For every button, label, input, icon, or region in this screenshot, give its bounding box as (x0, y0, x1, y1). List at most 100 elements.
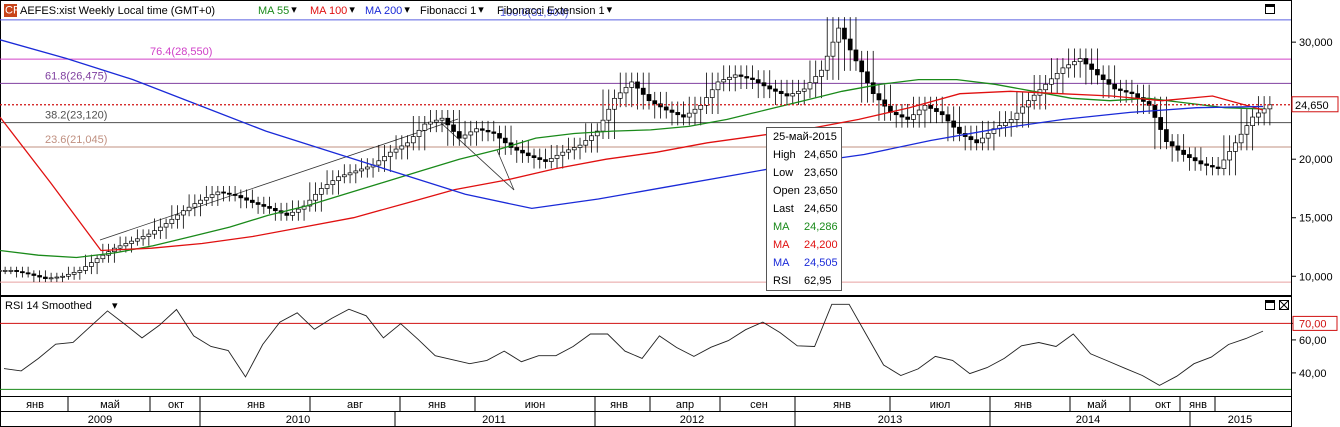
candle-body (451, 124, 456, 132)
legend-dropdown-4[interactable]: ▾ (607, 4, 613, 16)
legend-item-0[interactable]: MA 55 (258, 5, 289, 17)
candle-body (709, 89, 715, 98)
month-label: июл (930, 399, 951, 411)
fib-level-label: 61.8(26,475) (45, 70, 107, 82)
candle-body (715, 81, 721, 91)
candle-body (1238, 133, 1244, 144)
legend-dropdown-3[interactable]: ▾ (478, 4, 484, 16)
candle-body (600, 119, 606, 132)
candle-body (1250, 116, 1255, 126)
candle-body (1123, 90, 1129, 93)
candle-body (985, 133, 991, 139)
rsi-panel-dropdown[interactable]: ▾ (112, 300, 118, 312)
candle-body (629, 81, 635, 88)
candle-body (359, 168, 364, 172)
month-label: янв (1189, 399, 1207, 411)
candle-body (1072, 61, 1077, 66)
candle-body (8, 270, 14, 272)
ma200-line (0, 39, 1264, 210)
candle-body (347, 172, 353, 176)
candle-body (842, 27, 847, 40)
candle-body (152, 230, 157, 235)
tooltip-row: Low 23,650 (773, 167, 843, 181)
candle-body (353, 170, 359, 174)
candle-body (399, 145, 405, 150)
candle-body (456, 131, 462, 139)
rsi-tick-label: 40,00 (1299, 368, 1327, 380)
close-rsi-panel-button[interactable] (1279, 300, 1289, 310)
legend-item-4[interactable]: Fibonacci Extension 1 (497, 5, 605, 17)
candle-body (290, 211, 295, 216)
candle-body (807, 82, 813, 90)
candle-body (502, 137, 508, 144)
candle-body (865, 71, 870, 84)
chart-header: CFD AEFES:xist Weekly Local time (GMT+0)… (4, 4, 613, 17)
candle-body (497, 133, 502, 139)
candle-body (410, 136, 416, 144)
candle-body (543, 159, 548, 162)
candle-body (261, 204, 267, 207)
candle-body (767, 85, 773, 90)
fib-level-label: 23.6(21,045) (45, 134, 107, 146)
candle-body (20, 271, 25, 274)
candle-body (474, 128, 479, 133)
cfd-badge (4, 4, 17, 17)
candle-body (341, 174, 347, 178)
candle-body (71, 272, 77, 275)
last-price-tag: 24,650 (1291, 96, 1339, 113)
tooltip-key: Open (773, 185, 800, 197)
legend-dropdown-0[interactable]: ▾ (291, 4, 297, 16)
symbol-title[interactable]: AEFES:xist Weekly Local time (GMT+0) (20, 5, 215, 17)
candle-body (295, 208, 301, 213)
legend-item-2[interactable]: MA 200 (365, 5, 402, 17)
candle-body (796, 90, 801, 95)
candle-body (1083, 58, 1089, 65)
candle-body (1135, 93, 1141, 98)
candle-body (744, 76, 750, 79)
candle-body (882, 99, 888, 107)
rsi-tick-label: 60,00 (1299, 335, 1327, 347)
rsi-panel-title[interactable]: RSI 14 Smoothed (5, 300, 92, 312)
candle-body (876, 93, 882, 101)
tooltip-row: High 24,650 (773, 149, 843, 163)
month-label: май (100, 399, 120, 411)
candle-body (859, 60, 865, 73)
candle-body (1244, 125, 1250, 135)
candle-body (393, 148, 399, 153)
moving-averages (0, 39, 1264, 259)
candle-body (267, 206, 272, 209)
fib-trend-line-2 (439, 121, 515, 191)
candle-body (1169, 141, 1175, 147)
tooltip-value: 24,650 (804, 203, 838, 215)
candle-body (43, 276, 48, 279)
candle-body (830, 41, 836, 57)
tooltip-date: 25-май-2015 (773, 131, 837, 143)
candle-body (330, 180, 336, 185)
candle-body (790, 93, 796, 97)
tooltip-key: Last (773, 203, 794, 215)
candle-body (1215, 166, 1221, 169)
maximize-price-panel-button[interactable] (1265, 4, 1275, 14)
candle-body (1175, 145, 1181, 151)
candle-body (836, 27, 842, 43)
legend-item-1[interactable]: MA 100 (310, 5, 347, 17)
candle-body (635, 81, 640, 89)
legend-item-3[interactable]: Fibonacci 1 (420, 5, 476, 17)
legend-dropdown-1[interactable]: ▾ (349, 4, 355, 16)
candle-body (646, 94, 652, 102)
candle-body (934, 108, 939, 112)
candle-body (203, 197, 209, 201)
candle-body (945, 114, 951, 122)
candle-body (1031, 94, 1037, 102)
legend-dropdown-2[interactable]: ▾ (404, 4, 410, 16)
candle-body (1008, 119, 1014, 123)
maximize-rsi-panel-button[interactable] (1265, 300, 1275, 310)
fib-level-label: 76.4(28,550) (150, 46, 212, 58)
price-tick-label: 20,000 (1299, 154, 1333, 166)
candle-body (732, 74, 738, 78)
candle-body (1129, 91, 1135, 95)
candle-body (1020, 106, 1026, 114)
rsi-series (3, 303, 1264, 386)
rsi-axis: 40,00 60,00 70,00 (1291, 315, 1338, 380)
